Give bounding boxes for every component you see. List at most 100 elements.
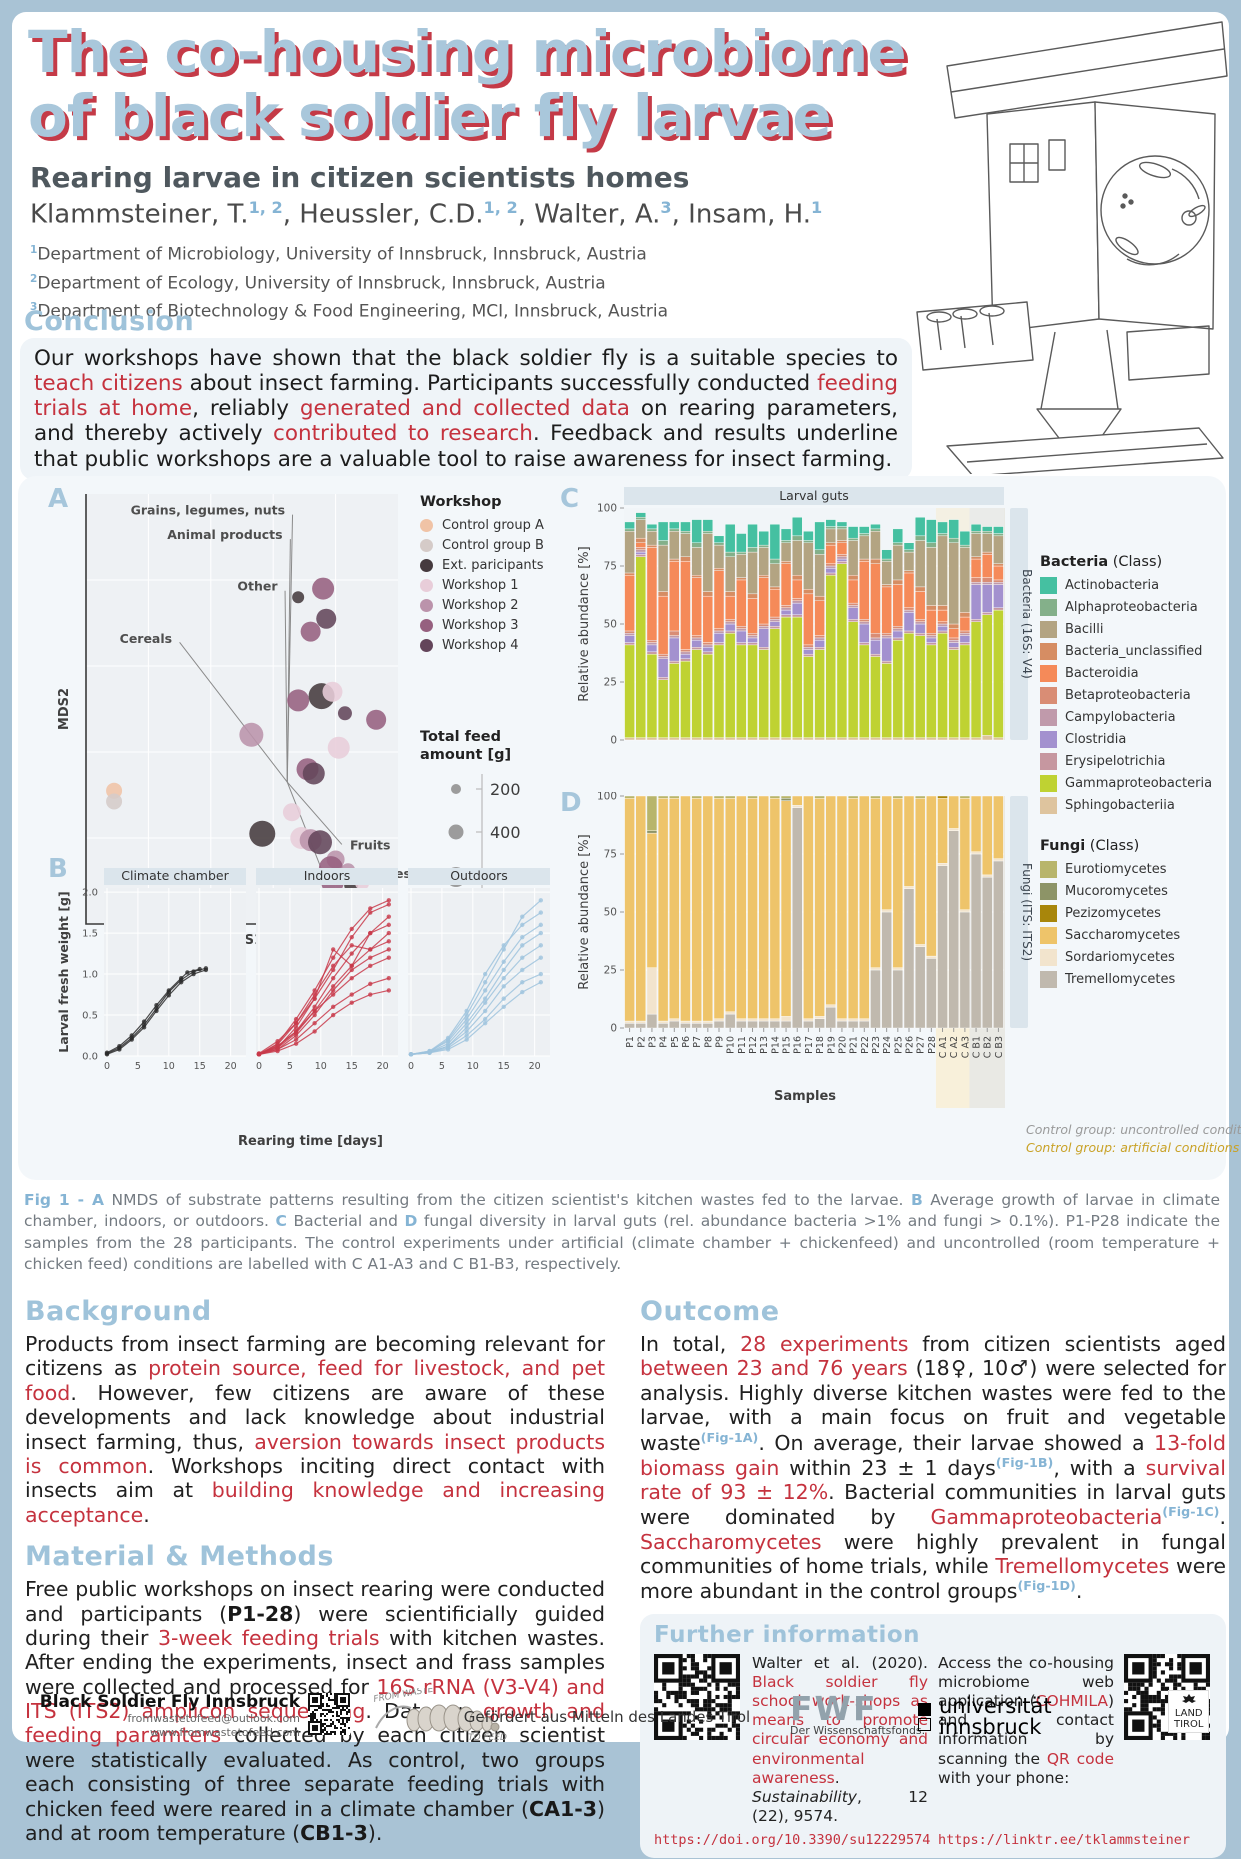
svg-text:2.0: 2.0 — [82, 888, 98, 899]
growth-curves-plot: Larval fresh weight [g] 0.0 0.5 1.0 1.5 2.0 Cl… — [58, 868, 550, 1072]
svg-text:5: 5 — [135, 1061, 141, 1072]
legend-dot-icon — [420, 539, 433, 552]
svg-text:P17: P17 — [804, 1036, 815, 1054]
affiliation-1: 1Department of Microbiology, University … — [30, 244, 647, 265]
svg-text:1.5: 1.5 — [82, 929, 98, 940]
svg-text:75: 75 — [604, 849, 617, 861]
legend-swatch-icon — [1040, 971, 1057, 988]
left-column: Background Products from insect farming … — [25, 1296, 605, 1859]
svg-text:10: 10 — [467, 1061, 479, 1072]
legend-swatch-icon — [1040, 599, 1057, 616]
svg-text:Bacteria (16S: V4): Bacteria (16S: V4) — [1020, 569, 1032, 679]
svg-text:C A1: C A1 — [938, 1036, 949, 1058]
svg-text:0: 0 — [610, 735, 617, 747]
svg-text:P6: P6 — [681, 1036, 692, 1048]
title-line-2: of black soldier fly larvae — [28, 82, 832, 150]
bacteria-class-legend: Bacteria (Class) Actinobacteria Alphaprote… — [1040, 554, 1222, 819]
fungi-legend-item: Pezizomycetes — [1040, 905, 1222, 922]
svg-text:15: 15 — [194, 1061, 206, 1072]
svg-text:P27: P27 — [916, 1036, 927, 1054]
svg-text:P16: P16 — [793, 1036, 804, 1054]
svg-text:15: 15 — [498, 1061, 510, 1072]
fungi-legend-item: Mucoromycetes — [1040, 883, 1222, 900]
bacteria-legend-title: Bacteria (Class) — [1040, 554, 1163, 570]
legend-swatch-icon — [1040, 731, 1057, 748]
svg-text:20: 20 — [529, 1061, 541, 1072]
svg-text:Fruits: Fruits — [350, 837, 391, 852]
control-note-uncontrolled: Control group: uncontrolled conditions — [1026, 1122, 1241, 1137]
legend-swatch-icon — [1040, 797, 1057, 814]
svg-text:P28: P28 — [927, 1036, 938, 1054]
svg-text:P26: P26 — [905, 1036, 916, 1054]
svg-text:0.0: 0.0 — [82, 1052, 98, 1063]
outcome-heading: Outcome — [640, 1296, 780, 1327]
bacteria-legend-item: Sphingobacteriia — [1040, 797, 1222, 814]
svg-text:Larval guts: Larval guts — [779, 488, 849, 503]
svg-text:P3: P3 — [647, 1036, 658, 1048]
svg-text:MDS2: MDS2 — [58, 688, 72, 730]
uni-line-1: universität — [939, 1694, 1052, 1718]
affiliations: 1Department of Microbiology, University … — [30, 238, 668, 324]
title-line-1: The co-housing microbiome — [28, 18, 907, 86]
panel-b-label: B — [48, 854, 68, 884]
svg-text:50: 50 — [604, 907, 617, 919]
svg-text:P13: P13 — [759, 1036, 770, 1054]
svg-text:0: 0 — [610, 1023, 617, 1035]
papercraft-house-illustration — [916, 21, 1228, 474]
workshop-legend-item: Workshop 1 — [420, 578, 580, 593]
workshop-legend-item: Workshop 2 — [420, 598, 580, 613]
svg-text:P15: P15 — [782, 1036, 793, 1054]
fungi-legend-item: Saccharomycetes — [1040, 927, 1222, 944]
legend-swatch-icon — [1040, 753, 1057, 770]
legend-dot-icon — [420, 599, 433, 612]
linktree-link[interactable]: https://linktr.ee/tklammsteiner — [938, 1831, 1190, 1848]
brand-name: Black Soldier Fly Innsbruck — [39, 1692, 300, 1712]
further-heading: Further information — [654, 1621, 921, 1648]
bacteria-legend-item: Bacteria_unclassified — [1040, 643, 1222, 660]
legend-dot-icon — [420, 619, 433, 632]
svg-text:5: 5 — [439, 1061, 445, 1072]
svg-text:P19: P19 — [826, 1036, 837, 1054]
svg-text:P25: P25 — [893, 1036, 904, 1054]
outcome-text: In total, 28 experiments from citizen sc… — [640, 1332, 1226, 1604]
svg-text:Animal products: Animal products — [167, 527, 282, 542]
feed-legend-title: Total feed amount [g] — [420, 729, 512, 763]
svg-text:C B3: C B3 — [994, 1036, 1005, 1058]
footer: Black Soldier Fly Innsbruck fromwastetof… — [12, 1688, 1229, 1742]
poster-title: The co-housing microbiome of black soldi… — [28, 18, 907, 150]
svg-text:10: 10 — [315, 1061, 327, 1072]
svg-text:0.5: 0.5 — [82, 1011, 98, 1022]
svg-text:400: 400 — [490, 823, 521, 842]
legend-swatch-icon — [1040, 905, 1057, 922]
svg-text:Relative abundance [%]: Relative abundance [%] — [577, 546, 592, 702]
svg-text:Samples: Samples — [774, 1089, 836, 1104]
svg-text:P24: P24 — [882, 1036, 893, 1054]
svg-text:P10: P10 — [726, 1036, 737, 1054]
svg-text:Fungi (ITS: ITS2): Fungi (ITS: ITS2) — [1020, 863, 1032, 961]
growth-x-axis-label: Rearing time [days] — [238, 1134, 383, 1149]
svg-text:0: 0 — [256, 1061, 262, 1072]
legend-swatch-icon — [1040, 709, 1057, 726]
uni-logo-icon — [918, 1703, 931, 1731]
brand-email[interactable]: fromwastetofeed@outlook.com — [127, 1712, 300, 1725]
svg-text:P2: P2 — [636, 1036, 647, 1048]
legend-dot-icon — [420, 559, 433, 572]
background-text: Products from insect farming are becomin… — [25, 1332, 605, 1527]
figure-1-panel: A Grains, legumes, nuts Animal products Ot… — [18, 476, 1241, 1180]
fungi-legend-item: Sordariomycetes — [1040, 949, 1222, 966]
workshop-legend-item: Ext. paricipants — [420, 558, 580, 573]
affiliation-3: 3Department of Biotechnology & Food Engi… — [30, 301, 669, 322]
svg-text:15: 15 — [346, 1061, 358, 1072]
svg-text:P8: P8 — [703, 1036, 714, 1048]
svg-text:P22: P22 — [860, 1036, 871, 1054]
svg-text:Indoors: Indoors — [304, 868, 351, 883]
doi-link[interactable]: https://doi.org/10.3390/su12229574 — [654, 1831, 931, 1848]
bacteria-legend-item: Actinobacteria — [1040, 577, 1222, 594]
footer-qr-code — [308, 1693, 350, 1735]
brand-website[interactable]: www.fromwastetofeed.com — [149, 1726, 300, 1739]
svg-text:Cereals: Cereals — [120, 631, 172, 646]
poster-page: The co-housing microbiome of black soldi… — [12, 12, 1241, 1858]
svg-text:20: 20 — [225, 1061, 237, 1072]
tirol-eagle-icon — [1181, 1694, 1196, 1703]
svg-text:P5: P5 — [670, 1036, 681, 1048]
